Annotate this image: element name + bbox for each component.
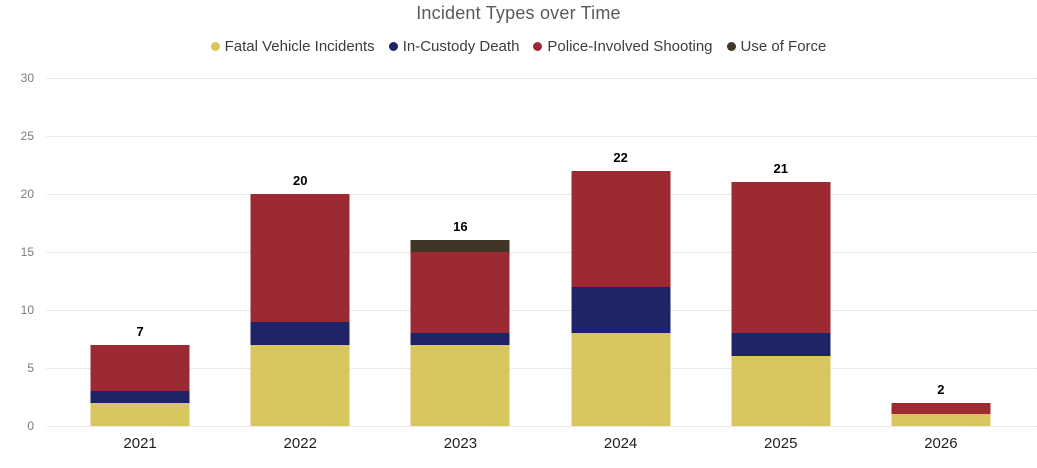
legend-item-in-custody-death[interactable]: In-Custody Death [388,38,520,55]
legend-label: Police-Involved Shooting [547,38,713,55]
bar-segment-fatal-vehicle-incidents-2021[interactable] [90,402,190,426]
y-tick-label: 5 [27,361,34,375]
bar-group-2025: 21 2025 [701,78,861,452]
legend-dot-icon [726,42,736,51]
gridline [46,78,1037,79]
bar-total-label: 7 [136,323,144,339]
bar-segment-in-custody-death-2024[interactable] [571,286,671,334]
bar-group-2023: 16 2023 [380,78,540,452]
bar-total-label: 20 [293,173,308,189]
legend-item-police-involved-shooting[interactable]: Police-Involved Shooting [533,38,713,55]
y-axis: 0 5 10 15 20 25 30 [0,71,42,433]
legend-dot-icon [210,42,220,51]
y-tick-label: 20 [20,187,34,201]
x-tick-label-2023: 2023 [443,435,478,452]
legend-item-fatal-vehicle-incidents[interactable]: Fatal Vehicle Incidents [210,38,375,55]
bar-segment-fatal-vehicle-incidents-2022[interactable] [250,344,350,426]
bar-segment-in-custody-death-2022[interactable] [250,321,350,345]
legend: Fatal Vehicle Incidents In-Custody Death P… [0,38,1037,55]
x-tick-label-2026: 2026 [924,435,958,452]
bar-group-2022: 20 2022 [220,78,380,452]
legend-item-use-of-force[interactable]: Use of Force [726,38,827,55]
bar-segment-police-involved-shooting-2024[interactable] [571,170,671,287]
bar-segment-use-of-force-2023[interactable] [410,240,510,252]
bars-region: 7 2021 20 2022 16 2023 22 2024 21 2025 2 2026 [60,78,1021,452]
bar-segment-police-involved-shooting-2021[interactable] [90,344,190,392]
bar-segment-police-involved-shooting-2023[interactable] [410,252,510,334]
bar-total-label: 22 [613,149,628,165]
bar-segment-fatal-vehicle-incidents-2023[interactable] [410,344,510,426]
bar-group-2026: 2 2026 [861,78,1021,452]
bar-total-label: 2 [937,381,945,397]
gridline [46,252,1037,253]
y-tick-label: 15 [20,245,34,259]
chart-title: Incident Types over Time [416,3,621,23]
legend-label: Fatal Vehicle Incidents [224,38,375,55]
gridline [46,310,1037,311]
bar-total-label: 21 [773,161,788,177]
bar-segment-police-involved-shooting-2022[interactable] [250,194,350,322]
bar-segment-in-custody-death-2021[interactable] [90,391,190,403]
y-tick-label: 25 [20,129,34,143]
bar-segment-police-involved-shooting-2025[interactable] [731,182,831,334]
bar-segment-in-custody-death-2025[interactable] [731,333,831,357]
gridline [46,368,1037,369]
bar-segment-fatal-vehicle-incidents-2025[interactable] [731,356,831,426]
x-tick-label-2022: 2022 [283,435,317,452]
bar-segment-in-custody-death-2023[interactable] [410,333,510,345]
plot-area: 7 2021 20 2022 16 2023 22 2024 21 2025 2 2026 [46,78,1037,452]
x-tick-label-2024: 2024 [603,435,638,452]
bar-segment-fatal-vehicle-incidents-2024[interactable] [571,333,671,426]
gridline [46,426,1037,427]
y-tick-label: 0 [27,419,34,433]
x-tick-label-2021: 2021 [123,435,157,452]
bar-segment-fatal-vehicle-incidents-2026[interactable] [891,414,991,426]
legend-dot-icon [388,42,398,51]
bar-group-2021: 7 2021 [60,78,220,452]
bar-segment-police-involved-shooting-2026[interactable] [891,402,991,415]
legend-label: In-Custody Death [402,38,520,55]
gridline [46,136,1037,137]
y-tick-label: 10 [20,303,34,317]
legend-dot-icon [533,42,543,51]
bar-group-2024: 22 2024 [541,78,701,452]
bar-total-label: 16 [453,219,468,235]
gridline [46,194,1037,195]
legend-label: Use of Force [740,38,827,55]
y-tick-label: 30 [20,71,34,85]
x-tick-label-2025: 2025 [764,435,798,452]
